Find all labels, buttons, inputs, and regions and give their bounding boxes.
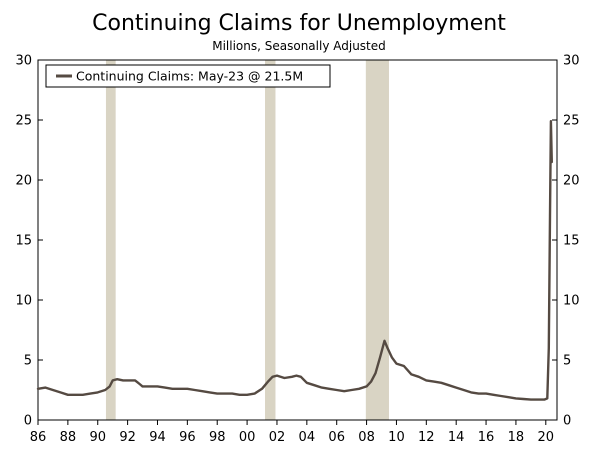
y-tick-label-right: 0 xyxy=(563,414,571,429)
x-tick-label: 16 xyxy=(478,430,495,445)
y-tick-label-right: 30 xyxy=(563,54,580,69)
x-tick-label: 08 xyxy=(358,430,375,445)
y-tick-label-right: 20 xyxy=(563,174,580,189)
x-tick-label: 90 xyxy=(89,430,106,445)
y-tick-label-left: 0 xyxy=(24,414,32,429)
x-tick-label: 12 xyxy=(418,430,435,445)
x-tick-label: 00 xyxy=(239,430,256,445)
legend-label: Continuing Claims: May-23 @ 21.5M xyxy=(76,69,303,84)
x-tick-label: 14 xyxy=(448,430,465,445)
recession-band-3 xyxy=(365,60,389,420)
y-tick-label-right: 15 xyxy=(563,234,580,249)
y-tick-label-left: 5 xyxy=(24,354,32,369)
series-layer xyxy=(36,119,553,401)
y-tick-label-left: 20 xyxy=(15,174,32,189)
y-tick-label-left: 10 xyxy=(15,294,32,309)
y-tick-label-right: 5 xyxy=(563,354,571,369)
x-tick-label: 20 xyxy=(538,430,555,445)
y-tick-label-left: 15 xyxy=(15,234,32,249)
x-tick-label: 02 xyxy=(269,430,286,445)
x-tick-label: 06 xyxy=(328,430,345,445)
chart-title: Continuing Claims for Unemployment xyxy=(92,11,506,36)
x-tick-label: 04 xyxy=(299,430,316,445)
x-tick-label: 86 xyxy=(30,430,47,445)
x-tick-label: 96 xyxy=(179,430,196,445)
x-tick-label: 94 xyxy=(149,430,166,445)
series-line-continuing-claims xyxy=(36,119,553,401)
recession-band-1 xyxy=(105,60,116,420)
x-tick-label: 98 xyxy=(209,430,226,445)
legend: Continuing Claims: May-23 @ 21.5M xyxy=(45,64,331,88)
recession-bands xyxy=(105,60,389,420)
legend-box xyxy=(45,64,331,88)
x-tick-label: 88 xyxy=(60,430,77,445)
chart-subtitle: Millions, Seasonally Adjusted xyxy=(212,39,386,53)
recession-band-2 xyxy=(265,60,276,420)
y-tick-label-left: 25 xyxy=(15,114,32,129)
x-tick-label: 10 xyxy=(388,430,405,445)
plot-frame xyxy=(37,59,558,421)
y-tick-label-left: 30 xyxy=(15,54,32,69)
y-tick-label-right: 25 xyxy=(563,114,580,129)
x-tick-label: 92 xyxy=(119,430,136,445)
y-tick-label-right: 10 xyxy=(563,294,580,309)
x-tick-label: 18 xyxy=(508,430,525,445)
